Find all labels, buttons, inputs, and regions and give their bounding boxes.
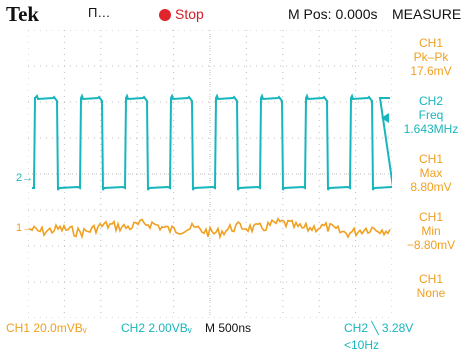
measurement-type: None [416, 286, 446, 300]
measurement-value: 1.643MHz [403, 122, 459, 136]
measure-panel: CH1 Pk–Pk 17.6mV CH2 Freq 1.643MHz CH1 M… [392, 30, 470, 318]
stop-indicator-icon [159, 9, 171, 21]
ch2-scale-readout: CH2 2.00VBᵥ [121, 321, 192, 335]
measurement-4[interactable]: CH1 Min −8.80mV [392, 210, 470, 252]
timebase-readout: M 500ns [205, 321, 252, 335]
run-state-label: Stop [175, 6, 204, 22]
measurement-source: CH1 [418, 210, 443, 224]
measurement-source: CH1 [418, 272, 443, 286]
ch1-scale-readout: CH1 20.0mVBᵥ [6, 321, 87, 335]
top-status-bar: Tek Π… Stop M Pos: 0.000s MEASURE [0, 0, 470, 30]
ch2-ground-marker: 2→ [16, 172, 34, 184]
measurement-source: CH1 [418, 152, 443, 166]
trigger-readout: CH2 ╲ 3.28V [344, 321, 414, 335]
measurement-type: Min [421, 224, 441, 238]
measurement-1[interactable]: CH1 Pk–Pk 17.6mV [392, 36, 470, 78]
measurement-value: 17.6mV [410, 64, 452, 78]
trigger-level-icon [381, 113, 389, 123]
trigger-frequency-readout: <10Hz [344, 338, 380, 352]
measurement-source: CH2 [418, 94, 443, 108]
measurement-value: 8.80mV [410, 180, 452, 194]
measurement-2[interactable]: CH2 Freq 1.643MHz [392, 94, 470, 136]
bottom-status-bar: CH1 20.0mVBᵥ CH2 2.00VBᵥ M 500ns CH2 ╲ 3… [0, 318, 470, 358]
waveform-svg [28, 30, 392, 318]
brand-logo: Tek [6, 2, 40, 26]
measurement-source: CH1 [418, 36, 443, 50]
acquisition-mode: Π… [88, 5, 111, 20]
measurement-type: Max [419, 166, 443, 180]
measurement-3[interactable]: CH1 Max 8.80mV [392, 152, 470, 194]
measurement-5[interactable]: CH1 None [392, 272, 470, 300]
horizontal-position: M Pos: 0.000s [288, 6, 378, 22]
ch2-waveform [32, 93, 392, 191]
measurement-type: Pk–Pk [413, 50, 449, 64]
waveform-display [28, 30, 392, 318]
ch1-ground-marker: 1→ [16, 222, 34, 234]
ch1-waveform [29, 217, 391, 240]
measurement-type: Freq [418, 108, 444, 122]
graticule-grid [28, 30, 392, 318]
measurement-value: −8.80mV [406, 238, 456, 252]
measure-menu-title: MEASURE [392, 6, 462, 22]
